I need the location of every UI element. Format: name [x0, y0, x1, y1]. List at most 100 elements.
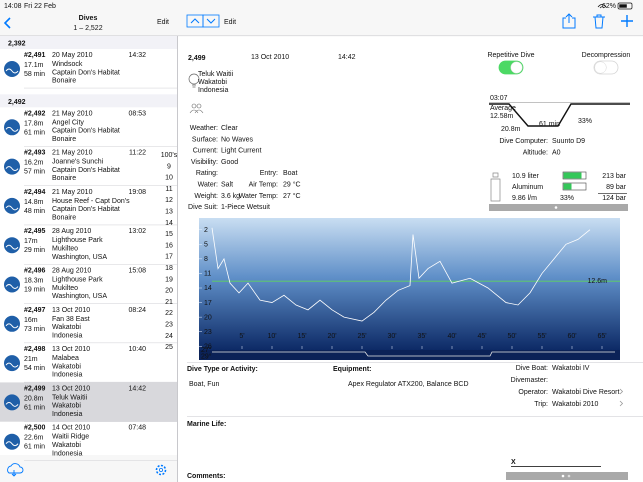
- status-date: Fri 22 Feb: [24, 3, 56, 10]
- dive-icon-wave: [5, 205, 19, 211]
- edit-button[interactable]: Edit: [157, 19, 169, 26]
- index-letter[interactable]: 100's: [161, 152, 178, 159]
- disclosure-chevrons: [619, 388, 624, 407]
- tank-panel: [489, 171, 628, 211]
- dive-icon: [4, 119, 20, 136]
- dive-site-line: Captain Don's Habitat: [52, 206, 120, 213]
- trash-icon[interactable]: [593, 14, 605, 29]
- field-label: Trip:: [534, 401, 548, 408]
- summary-rule: [489, 102, 630, 103]
- settings-icon[interactable]: [155, 464, 167, 476]
- down-button[interactable]: [202, 14, 220, 28]
- field-label: Air Temp:: [249, 182, 278, 189]
- dive-site-line: Mukilteo: [52, 246, 78, 253]
- add-icon[interactable]: [621, 15, 633, 27]
- cloud-sync-icon[interactable]: [7, 463, 24, 477]
- dive-time-heading: 14:42: [338, 54, 356, 61]
- dive-icon-wave: [5, 68, 19, 74]
- x-tick-label: 10': [267, 333, 276, 340]
- index-letter[interactable]: 10: [165, 175, 173, 182]
- index-letter[interactable]: 15: [165, 231, 173, 238]
- index-letter[interactable]: 12: [165, 197, 173, 204]
- index-letter[interactable]: 19: [165, 276, 173, 283]
- buddy-icon: [196, 103, 202, 109]
- dive-depth: 22.6m: [24, 435, 44, 442]
- dive-site-line: Angel City: [52, 119, 84, 126]
- row-separator: [24, 185, 177, 186]
- dive-icon: [4, 355, 20, 372]
- dive-date: 14 Oct 2010: [52, 425, 90, 432]
- temperature-label: 27°: [201, 346, 212, 354]
- index-letter[interactable]: 9: [167, 163, 171, 170]
- index-letter[interactable]: 23: [165, 322, 173, 329]
- index-letter[interactable]: 18: [165, 265, 173, 272]
- y-tick-label: 26: [204, 343, 212, 350]
- dive-time: 10:40: [128, 346, 146, 353]
- section-label: Comments:: [187, 473, 226, 480]
- field-label: Weather:: [190, 125, 218, 132]
- buddy-icon: [191, 103, 197, 109]
- duration: 61 min: [539, 121, 560, 128]
- down-arrow: [206, 18, 216, 24]
- dive-icon-wave: [5, 284, 19, 289]
- dive-time: 15:08: [128, 268, 146, 275]
- row-separator: [24, 146, 177, 147]
- field-value[interactable]: Wakatobi 2010: [552, 401, 599, 408]
- tank-icon: [490, 172, 501, 202]
- detail-site-line: Indonesia: [198, 87, 228, 94]
- field-label: Divemaster:: [511, 377, 548, 384]
- dive-site-line: Wakatobi: [52, 442, 81, 449]
- row-separator: [24, 381, 177, 383]
- dive-date: 13 Oct 2010: [52, 307, 90, 314]
- max-depth: 20.8m: [501, 126, 521, 133]
- dive-depth: 16.2m: [24, 160, 44, 167]
- dive-site-line: House Reef - Capt Don's: [52, 198, 130, 205]
- dive-time: 14:32: [128, 52, 146, 59]
- dive-depth: 17m: [24, 238, 38, 245]
- dive-duration: 61 min: [24, 404, 45, 411]
- index-letter[interactable]: 13: [165, 209, 173, 216]
- dive-date: 13 Oct 2010: [52, 385, 90, 392]
- index-letter[interactable]: 21: [165, 299, 173, 306]
- index-letter[interactable]: 14: [165, 220, 173, 227]
- dive-site-line: Wakatobi: [52, 363, 81, 370]
- list-toolbar: [0, 455, 177, 482]
- share-icon[interactable]: [562, 13, 576, 29]
- index-letter[interactable]: 16: [165, 242, 173, 249]
- dive-site-line: Malabea: [52, 355, 79, 362]
- section-header: 2,392: [8, 41, 26, 48]
- section-header-bg: [0, 94, 177, 108]
- dive-time: 07:48: [128, 425, 146, 432]
- wifi-icon: [597, 4, 607, 9]
- row-separator: [24, 342, 177, 344]
- section-value: Boat, Fun: [189, 381, 219, 388]
- detail-site-line: Teluk Waitii: [198, 71, 234, 78]
- tank-sac: 9.86 l/m: [512, 195, 537, 202]
- tank-material: Aluminum: [512, 184, 543, 191]
- dive-icon: [4, 237, 20, 254]
- field-value[interactable]: Wakatobi Dive Resort: [552, 389, 619, 396]
- dive-icon: [4, 394, 20, 411]
- dive-date: 20 May 2010: [52, 52, 93, 59]
- dive-depth: 21m: [24, 356, 38, 363]
- index-letter[interactable]: 24: [165, 333, 173, 340]
- back-button[interactable]: [3, 17, 11, 29]
- index-letter[interactable]: 22: [165, 310, 173, 317]
- index-letter[interactable]: 17: [165, 254, 173, 261]
- field-value: Wakatobi IV: [552, 365, 590, 372]
- detail-edit-button[interactable]: Edit: [224, 19, 236, 26]
- dive-site-line: Wakatobi: [52, 403, 81, 410]
- index-letter[interactable]: 25: [165, 344, 173, 351]
- dive-number: #2,496: [24, 268, 46, 275]
- index-letter[interactable]: 11: [165, 186, 172, 193]
- field-label: Water:: [198, 182, 218, 189]
- selected-row-bg: [0, 382, 177, 422]
- index-letter[interactable]: 20: [165, 288, 173, 295]
- dive-site-line: Indonesia: [52, 372, 82, 379]
- y-tick-label: 23: [204, 329, 212, 336]
- field-value: Suunto D9: [552, 138, 585, 145]
- dive-icon: [4, 197, 20, 214]
- section-label: Equipment:: [333, 366, 372, 373]
- dive-duration: 54 min: [24, 365, 45, 372]
- dive-depth: 18.3m: [24, 278, 44, 285]
